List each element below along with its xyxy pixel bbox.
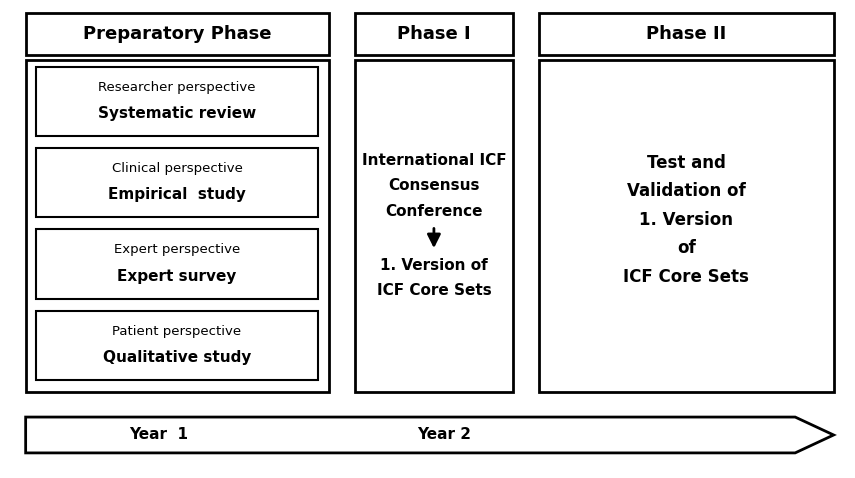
Text: Empirical  study: Empirical study <box>108 187 246 202</box>
Text: 1. Version: 1. Version <box>640 211 733 229</box>
FancyBboxPatch shape <box>36 67 318 136</box>
Text: Year 2: Year 2 <box>417 427 472 443</box>
FancyBboxPatch shape <box>26 60 329 392</box>
FancyBboxPatch shape <box>355 13 513 55</box>
FancyBboxPatch shape <box>539 13 834 55</box>
Text: 1. Version of: 1. Version of <box>380 258 488 273</box>
Text: Researcher perspective: Researcher perspective <box>98 81 256 94</box>
FancyBboxPatch shape <box>36 229 318 299</box>
Text: Preparatory Phase: Preparatory Phase <box>83 25 272 43</box>
FancyBboxPatch shape <box>36 311 318 380</box>
Text: Phase I: Phase I <box>397 25 471 43</box>
FancyBboxPatch shape <box>36 148 318 217</box>
Text: Expert perspective: Expert perspective <box>114 243 240 256</box>
Text: Phase II: Phase II <box>646 25 726 43</box>
Text: ICF Core Sets: ICF Core Sets <box>376 283 492 298</box>
Text: Qualitative study: Qualitative study <box>103 350 251 365</box>
Text: Expert survey: Expert survey <box>117 269 237 283</box>
Text: of: of <box>677 239 695 257</box>
Text: Consensus: Consensus <box>388 178 480 193</box>
FancyBboxPatch shape <box>26 13 329 55</box>
Text: Clinical perspective: Clinical perspective <box>111 162 243 175</box>
Text: Validation of: Validation of <box>627 182 746 200</box>
Polygon shape <box>26 417 834 453</box>
Text: Systematic review: Systematic review <box>97 106 256 121</box>
Text: Year  1: Year 1 <box>128 427 188 443</box>
FancyBboxPatch shape <box>539 60 834 392</box>
Text: ICF Core Sets: ICF Core Sets <box>623 268 749 286</box>
Text: Test and: Test and <box>646 153 726 172</box>
FancyBboxPatch shape <box>355 60 513 392</box>
Text: Patient perspective: Patient perspective <box>112 325 242 337</box>
Text: Conference: Conference <box>385 204 483 219</box>
Text: International ICF: International ICF <box>362 152 506 168</box>
